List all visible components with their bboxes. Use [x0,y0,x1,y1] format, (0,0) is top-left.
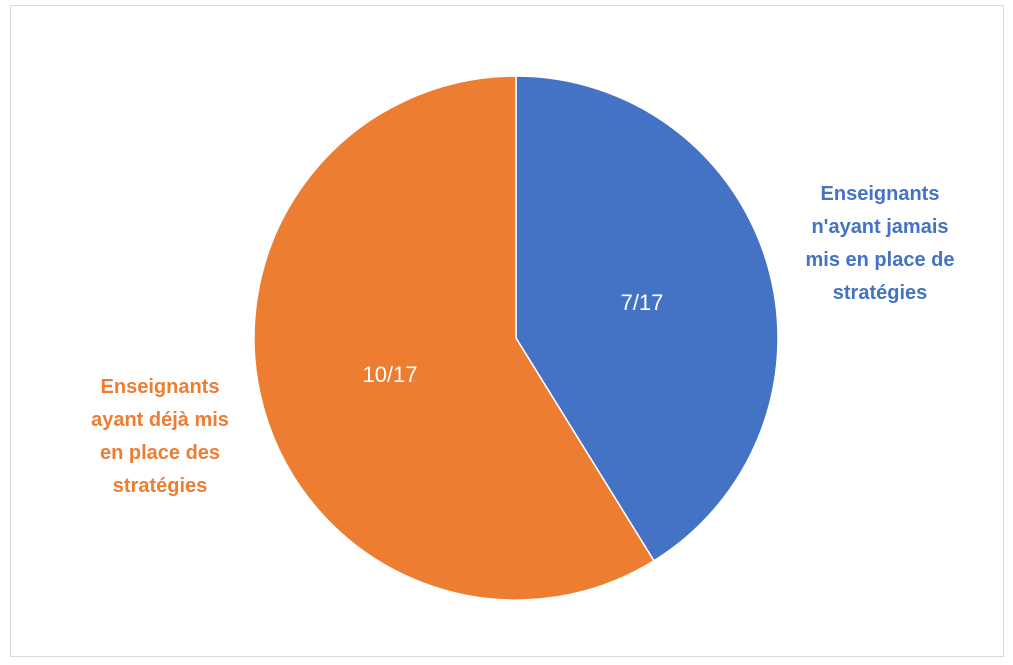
category-label-line: Enseignants [821,183,940,205]
pie-slice-1 [253,75,655,601]
pie-slices [253,75,779,601]
category-label-line: ayant déjà mis [91,409,229,431]
pie-labels: 7/17 Enseignants n'ayant jamais mis en plac… [91,183,954,497]
category-label-line: stratégies [833,282,928,304]
category-label-line: mis en place de [806,249,955,271]
category-label-line: stratégies [113,475,208,497]
category-label-line: n'ayant jamais [811,216,948,238]
pie-slice-0 [515,75,779,562]
slice-category-label-1: Enseignants ayant déjà mis en place des str… [91,376,229,497]
slice-value-label-0: 7/17 [621,290,664,315]
slice-category-label-0: Enseignants n'ayant jamais mis en place de… [806,183,955,304]
category-label-line: en place des [100,442,220,464]
category-label-line: Enseignants [101,376,220,398]
slice-value-label-1: 10/17 [362,362,417,387]
